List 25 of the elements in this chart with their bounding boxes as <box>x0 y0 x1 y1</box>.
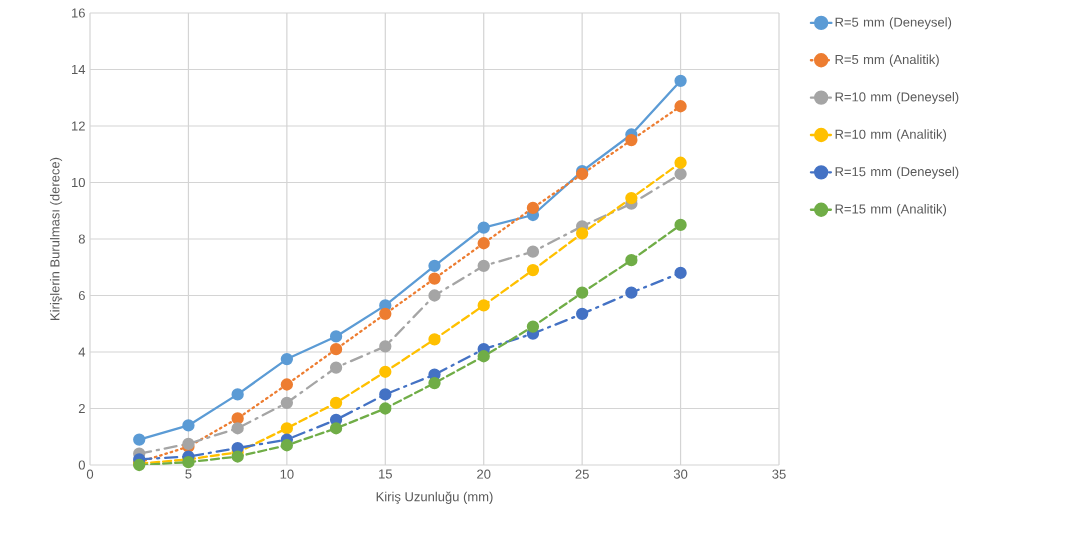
legend-label: R=5 mm (Analitik) <box>835 54 939 67</box>
x-tick-label: 35 <box>772 469 786 479</box>
y-tick-label: 2 <box>78 403 85 414</box>
legend-label: R=15 mm (Analitik) <box>835 204 947 217</box>
x-tick-label: 10 <box>280 469 294 479</box>
x-tick-label: 25 <box>575 469 589 479</box>
y-tick-label: 0 <box>78 460 85 470</box>
x-tick-label: 0 <box>86 469 94 479</box>
legend-label: R=10 mm (Deneysel) <box>835 91 959 105</box>
legend-label: R=5 mm (Deneysel) <box>835 17 952 30</box>
y-tick-label: 4 <box>78 347 86 357</box>
y-tick-label: 8 <box>78 234 85 244</box>
y-axis-title: Kirişlerin Burulması (derece) <box>49 157 63 320</box>
y-tick-label: 14 <box>72 65 86 74</box>
legend-label: R=10 mm (Analitik) <box>835 129 947 142</box>
x-tick-label: 30 <box>673 469 688 479</box>
y-tick-label: 16 <box>72 8 85 18</box>
x-tick-label: 5 <box>185 469 192 479</box>
x-tick-label: 20 <box>477 469 491 479</box>
x-tick-label: 15 <box>379 469 392 479</box>
y-tick-label: 12 <box>72 121 85 131</box>
y-tick-label: 6 <box>78 290 85 301</box>
legend-label: R=15 mm (Deneysel) <box>835 166 959 179</box>
y-tick-label: 10 <box>72 177 85 188</box>
x-axis-title: Kiriş Uzunluğu (mm) <box>376 491 493 504</box>
